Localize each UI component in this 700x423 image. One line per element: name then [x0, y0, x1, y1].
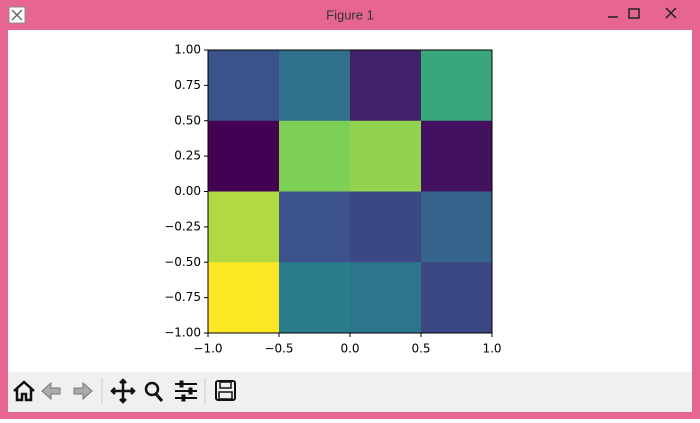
heatmap-cell: [279, 120, 351, 192]
x-tick-label: −0.5: [264, 342, 293, 356]
save-button[interactable]: [215, 380, 236, 401]
y-tick-label: −1.00: [164, 326, 201, 340]
heatmap-cell: [279, 50, 351, 122]
heatmap-cell: [208, 50, 280, 122]
toolbar: [8, 372, 692, 412]
y-tick-label: −0.75: [164, 290, 201, 304]
y-tick-label: 1.00: [174, 43, 201, 57]
y-tick-label: −0.50: [164, 255, 201, 269]
close-button[interactable]: [648, 1, 694, 23]
y-tick-label: 0.50: [174, 113, 201, 127]
heatmap-cell: [421, 191, 493, 263]
window-icon: [8, 6, 26, 24]
heatmap-cell: [350, 191, 422, 263]
y-tick-label: 0.75: [174, 78, 201, 92]
heatmap-cell: [279, 191, 351, 263]
heatmap-cell: [279, 262, 351, 334]
pan-button[interactable]: [110, 378, 136, 404]
heatmap-cell: [421, 120, 493, 192]
heatmap-cell: [421, 262, 493, 334]
heatmap-cell: [208, 262, 280, 334]
heatmap-cell: [208, 191, 280, 263]
zoom-button[interactable]: [144, 381, 164, 402]
back-button[interactable]: [41, 381, 61, 401]
x-tick-label: 1.0: [482, 342, 501, 356]
home-button[interactable]: [13, 380, 35, 402]
y-tick-label: 0.00: [174, 184, 201, 198]
heatmap-cell: [350, 262, 422, 334]
x-tick-label: 0.0: [340, 342, 359, 356]
x-tick-label: 0.5: [411, 342, 430, 356]
forward-button[interactable]: [73, 381, 93, 401]
heatmap-cell: [208, 120, 280, 192]
heatmap-cell: [421, 50, 493, 122]
y-tick-label: 0.25: [174, 149, 201, 163]
heatmap-cell: [350, 120, 422, 192]
maximize-button[interactable]: [628, 8, 640, 19]
y-tick-label: −0.25: [164, 219, 201, 233]
x-tick-label: −1.0: [193, 342, 222, 356]
configure-button[interactable]: [175, 380, 197, 402]
heatmap-cell: [350, 50, 422, 122]
window-title: Figure 1: [326, 7, 374, 22]
toolbar-buttons: [13, 378, 236, 404]
